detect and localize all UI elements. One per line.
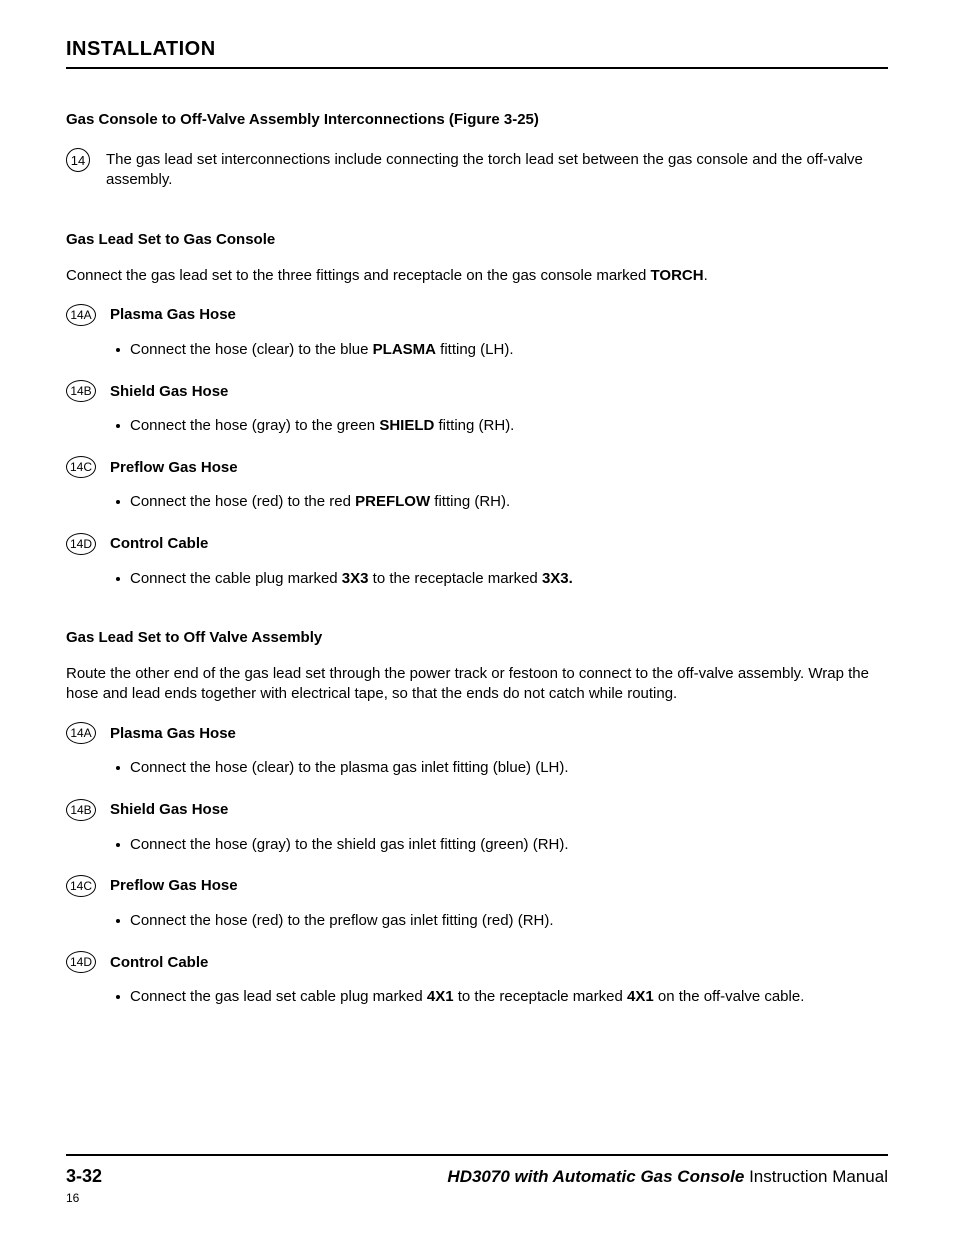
bullet-icon xyxy=(116,500,120,504)
header-rule xyxy=(66,67,888,69)
item-label: Plasma Gas Hose xyxy=(110,725,236,742)
item-label: Shield Gas Hose xyxy=(110,383,228,400)
item-header: 14C Preflow Gas Hose xyxy=(66,875,888,897)
bullet-row: Connect the gas lead set cable plug mark… xyxy=(116,987,888,1007)
page: INSTALLATION Gas Console to Off-Valve As… xyxy=(0,0,954,1235)
item-header: 14A Plasma Gas Hose xyxy=(66,304,888,326)
item-header: 14C Preflow Gas Hose xyxy=(66,456,888,478)
section2-intro: Connect the gas lead set to the three fi… xyxy=(66,266,888,286)
bullet-text: Connect the hose (gray) to the green SHI… xyxy=(130,416,514,436)
section2-heading: Gas Lead Set to Gas Console xyxy=(66,231,888,248)
item-block: 14C Preflow Gas Hose Connect the hose (r… xyxy=(66,875,888,931)
section2-intro-bold: TORCH xyxy=(651,267,704,284)
bullet-text: Connect the hose (clear) to the plasma g… xyxy=(130,758,569,778)
bullet-icon xyxy=(116,843,120,847)
bullet-row: Connect the hose (red) to the red PREFLO… xyxy=(116,492,888,512)
section1-heading: Gas Console to Off-Valve Assembly Interc… xyxy=(66,111,888,128)
section1-row: 14 The gas lead set interconnections inc… xyxy=(66,150,888,191)
bullet-row: Connect the hose (clear) to the blue PLA… xyxy=(116,340,888,360)
step-number-icon: 14C xyxy=(66,875,96,897)
bullet-icon xyxy=(116,919,120,923)
section3-heading: Gas Lead Set to Off Valve Assembly xyxy=(66,629,888,646)
item-block: 14B Shield Gas Hose Connect the hose (gr… xyxy=(66,380,888,436)
item-block: 14D Control Cable Connect the cable plug… xyxy=(66,533,888,589)
footer-product: HD3070 with Automatic Gas Console xyxy=(447,1167,744,1186)
item-block: 14B Shield Gas Hose Connect the hose (gr… xyxy=(66,799,888,855)
item-header: 14D Control Cable xyxy=(66,951,888,973)
item-label: Shield Gas Hose xyxy=(110,801,228,818)
footer-row: 3-32 HD3070 with Automatic Gas Console I… xyxy=(66,1166,888,1187)
bullet-text: Connect the cable plug marked 3X3 to the… xyxy=(130,569,573,589)
footer-manual: Instruction Manual xyxy=(744,1167,888,1186)
step-number-icon: 14 xyxy=(66,148,90,172)
item-label: Preflow Gas Hose xyxy=(110,877,238,894)
page-footer: 3-32 HD3070 with Automatic Gas Console I… xyxy=(66,1154,888,1205)
bullet-row: Connect the cable plug marked 3X3 to the… xyxy=(116,569,888,589)
step-number-icon: 14D xyxy=(66,533,96,555)
step-number-icon: 14A xyxy=(66,722,96,744)
item-label: Preflow Gas Hose xyxy=(110,459,238,476)
section2-intro-post: . xyxy=(704,267,708,284)
item-block: 14A Plasma Gas Hose Connect the hose (cl… xyxy=(66,304,888,360)
step-number-icon: 14C xyxy=(66,456,96,478)
bullet-icon xyxy=(116,577,120,581)
bullet-text: Connect the hose (red) to the preflow ga… xyxy=(130,911,554,931)
footer-rule xyxy=(66,1154,888,1156)
bullet-icon xyxy=(116,995,120,999)
section2-intro-pre: Connect the gas lead set to the three fi… xyxy=(66,267,651,284)
bullet-icon xyxy=(116,766,120,770)
bullet-text: Connect the hose (gray) to the shield ga… xyxy=(130,835,569,855)
step-number-icon: 14B xyxy=(66,799,96,821)
step-number-icon: 14D xyxy=(66,951,96,973)
bullet-row: Connect the hose (gray) to the green SHI… xyxy=(116,416,888,436)
section1-text: The gas lead set interconnections includ… xyxy=(106,150,888,191)
bullet-row: Connect the hose (red) to the preflow ga… xyxy=(116,911,888,931)
item-label: Control Cable xyxy=(110,954,208,971)
bullet-icon xyxy=(116,424,120,428)
step-number-icon: 14B xyxy=(66,380,96,402)
step-number-icon: 14A xyxy=(66,304,96,326)
item-label: Plasma Gas Hose xyxy=(110,306,236,323)
bullet-row: Connect the hose (gray) to the shield ga… xyxy=(116,835,888,855)
page-number: 3-32 xyxy=(66,1166,102,1187)
footer-right: HD3070 with Automatic Gas Console Instru… xyxy=(447,1167,888,1187)
bullet-text: Connect the hose (clear) to the blue PLA… xyxy=(130,340,514,360)
bullet-text: Connect the hose (red) to the red PREFLO… xyxy=(130,492,510,512)
section3-intro: Route the other end of the gas lead set … xyxy=(66,664,888,705)
item-block: 14A Plasma Gas Hose Connect the hose (cl… xyxy=(66,722,888,778)
item-header: 14D Control Cable xyxy=(66,533,888,555)
footer-sub: 16 xyxy=(66,1191,888,1205)
item-block: 14C Preflow Gas Hose Connect the hose (r… xyxy=(66,456,888,512)
item-label: Control Cable xyxy=(110,535,208,552)
bullet-row: Connect the hose (clear) to the plasma g… xyxy=(116,758,888,778)
bullet-text: Connect the gas lead set cable plug mark… xyxy=(130,987,804,1007)
item-header: 14A Plasma Gas Hose xyxy=(66,722,888,744)
item-block: 14D Control Cable Connect the gas lead s… xyxy=(66,951,888,1007)
item-header: 14B Shield Gas Hose xyxy=(66,799,888,821)
page-header-title: INSTALLATION xyxy=(66,38,888,61)
item-header: 14B Shield Gas Hose xyxy=(66,380,888,402)
bullet-icon xyxy=(116,348,120,352)
